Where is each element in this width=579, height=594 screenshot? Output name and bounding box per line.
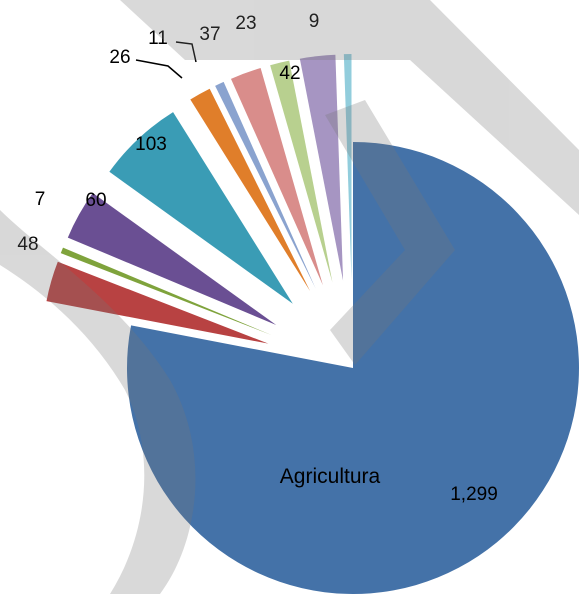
pie-slice-2: [60, 247, 272, 336]
data-labels: 1,299 48 7 60 103 26 11 37 23 42 9: [17, 11, 497, 505]
slice-value-label-10: 9: [309, 11, 320, 32]
slice-value-label-7: 37: [199, 24, 220, 45]
pie-slice-4: [109, 112, 293, 304]
pie-slice-8: [270, 60, 333, 283]
leader-lines: [135, 41, 197, 79]
slice-value-label-3: 60: [85, 190, 106, 211]
slice-value-label-8: 23: [235, 13, 256, 34]
pie-slice-1: [46, 261, 269, 344]
category-label-agricultura: Agricultura: [280, 465, 381, 488]
pie-slice-3: [67, 193, 277, 326]
pie-slice-10: [343, 54, 352, 281]
leader-line-1: [175, 41, 197, 63]
pie-slice-0: [126, 142, 579, 594]
pie-slice-7: [230, 68, 323, 286]
leader-line-0: [135, 59, 183, 79]
pie-slice-9: [299, 54, 344, 281]
pie-slices: [46, 54, 579, 594]
slice-value-label-5: 26: [109, 47, 130, 68]
slice-value-label-0: 1,299: [450, 484, 498, 505]
slice-value-label-6: 11: [148, 28, 168, 49]
slice-value-label-2: 7: [35, 189, 46, 210]
slice-value-label-4: 103: [135, 134, 167, 155]
pie-slice-6: [215, 81, 316, 289]
slice-value-label-1: 48: [17, 234, 38, 255]
pie-slice-5: [190, 88, 311, 292]
slice-value-label-9: 42: [279, 63, 300, 84]
